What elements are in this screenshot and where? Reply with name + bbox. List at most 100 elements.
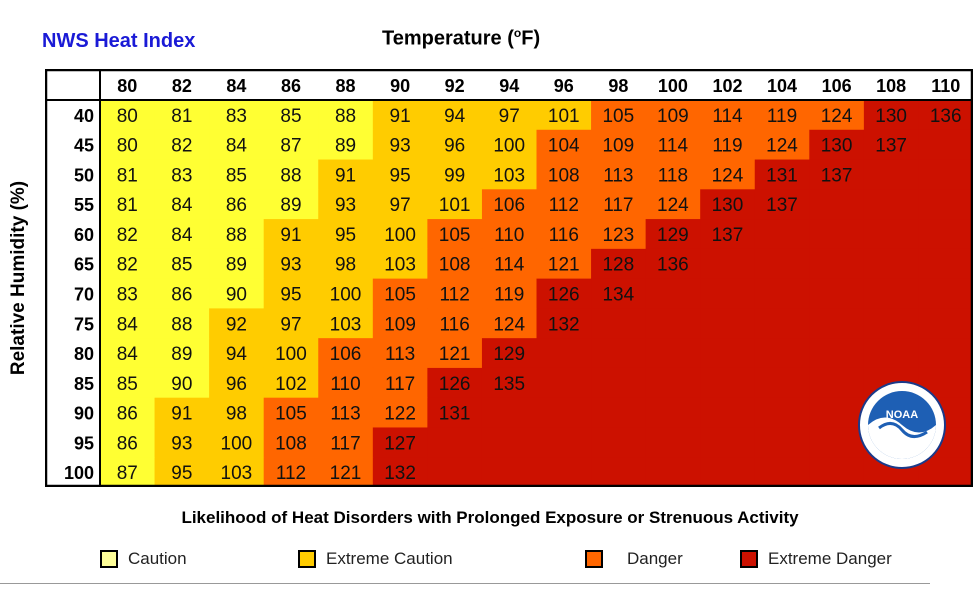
heat-cell	[754, 189, 810, 220]
heat-cell	[754, 308, 810, 339]
heat-cell-value: 124	[821, 106, 853, 127]
heat-cell	[154, 129, 210, 161]
heat-cell-value: 92	[226, 314, 247, 335]
heat-cell-value: 137	[712, 225, 744, 246]
x-tick-label: 84	[226, 76, 246, 96]
heat-cell	[372, 219, 428, 250]
x-tick-label: 90	[390, 76, 410, 96]
heat-cell	[591, 338, 647, 369]
heat-cell	[645, 219, 701, 250]
heat-cell	[591, 427, 647, 458]
x-axis-label-main: Temperature (	[382, 27, 514, 50]
heat-cell	[372, 338, 428, 369]
heat-cell	[645, 338, 701, 369]
heat-cell	[100, 219, 156, 250]
heat-cell	[700, 278, 756, 309]
noaa-logo-icon: NOAA	[858, 381, 946, 469]
heat-cell	[536, 397, 592, 428]
heat-cell-value: 97	[280, 314, 301, 335]
heat-cell	[918, 129, 973, 161]
heat-cell-value: 95	[280, 285, 301, 306]
x-axis-label-degree: o	[513, 26, 522, 40]
heat-cell-value: 114	[712, 106, 743, 127]
y-tick-label: 40	[74, 106, 94, 126]
heat-cell-value: 95	[335, 225, 356, 246]
heat-cell-value: 106	[493, 195, 525, 216]
heat-cell	[809, 189, 865, 220]
legend-swatch-danger	[585, 550, 603, 568]
heat-cell	[700, 219, 756, 250]
heat-cell-value: 94	[226, 344, 248, 365]
heat-cell	[263, 338, 319, 369]
heat-cell	[700, 427, 756, 458]
heat-cell	[481, 219, 537, 250]
heat-cell-value: 109	[657, 106, 689, 127]
heat-cell	[427, 338, 483, 369]
heat-cell	[481, 129, 537, 161]
heat-cell	[427, 248, 483, 280]
heat-cell	[263, 159, 319, 190]
heat-cell-value: 103	[330, 314, 362, 335]
heat-cell	[263, 367, 319, 399]
heat-cell	[481, 308, 537, 339]
heat-cell	[645, 100, 701, 131]
heat-cell-value: 86	[171, 285, 192, 306]
heat-cell-value: 119	[712, 136, 742, 157]
heat-cell	[591, 100, 647, 131]
heat-index-svg: 80 81 83 85 88 91 94 97 101 105 109 114 119 124 130 136…	[45, 69, 973, 487]
heat-cell	[809, 159, 865, 190]
heat-cell	[809, 278, 865, 309]
heat-cell-value: 119	[494, 285, 524, 306]
heat-cell	[863, 278, 919, 309]
heat-cell-value: 84	[226, 136, 248, 157]
heat-cell-value: 87	[280, 136, 301, 157]
heat-cell-value: 124	[493, 314, 525, 335]
x-tick-label: 82	[172, 76, 192, 96]
x-tick-label: 80	[117, 76, 137, 96]
heat-cell	[209, 457, 265, 487]
heat-cell	[209, 219, 265, 250]
noaa-logo-text: NOAA	[886, 409, 918, 421]
heat-cell-value: 130	[875, 106, 907, 127]
heat-cell-value: 121	[439, 344, 471, 365]
heat-cell	[754, 338, 810, 369]
heat-cell-value: 85	[117, 374, 138, 395]
heat-cell-value: 94	[444, 106, 466, 127]
heat-cell-value: 116	[549, 225, 579, 246]
heat-cell-value: 127	[384, 433, 416, 454]
heat-cell	[700, 397, 756, 428]
heat-cell	[700, 308, 756, 339]
heat-cell	[481, 397, 537, 428]
heat-cell-value: 86	[117, 404, 138, 425]
heat-cell-value: 131	[439, 404, 471, 425]
legend-label-danger: Danger	[627, 549, 683, 568]
y-tick-label: 60	[74, 225, 94, 245]
heat-cell	[536, 159, 592, 190]
legend-item-danger: Danger	[585, 549, 683, 569]
heat-cell	[645, 427, 701, 458]
heat-cell-value: 104	[548, 136, 580, 157]
heat-cell	[536, 367, 592, 399]
heat-cell	[209, 367, 265, 399]
heat-cell	[481, 457, 537, 487]
heat-cell-value: 116	[440, 314, 470, 335]
heat-cell	[318, 338, 374, 369]
heat-cell	[427, 278, 483, 309]
heat-cell	[754, 367, 810, 399]
heat-cell	[100, 367, 156, 399]
heat-cell	[918, 278, 973, 309]
heat-cell-value: 108	[439, 255, 471, 276]
y-tick-label: 55	[74, 195, 94, 215]
heat-cell	[209, 248, 265, 280]
heat-cell	[427, 397, 483, 428]
heat-cell	[536, 457, 592, 487]
heat-cell	[209, 278, 265, 309]
heat-cell	[481, 338, 537, 369]
heat-cell	[754, 100, 810, 131]
heat-cell	[154, 457, 210, 487]
heat-cell-value: 97	[499, 106, 520, 127]
heat-cell	[591, 367, 647, 399]
heat-cell-value: 101	[548, 106, 580, 127]
heat-cell	[700, 367, 756, 399]
heat-cell-value: 108	[548, 165, 580, 186]
